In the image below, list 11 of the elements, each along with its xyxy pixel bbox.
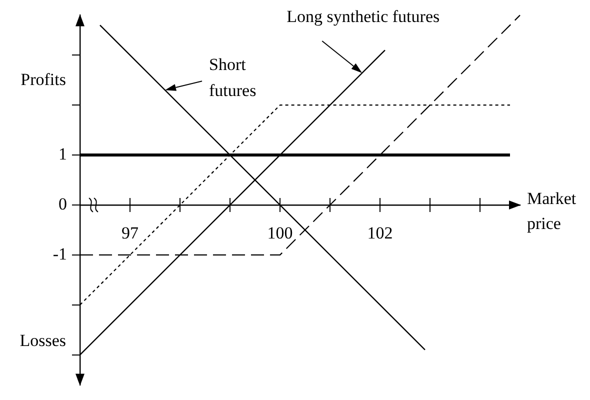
x-tick-label: 100 [267,224,293,243]
text: Losses [20,330,66,352]
y-tick-label: -1 [52,244,67,264]
x-tick-label: 97 [122,224,139,243]
y-tick-label: 1 [58,144,67,164]
x-tick-label: 102 [367,224,393,243]
text: Long synthetic futures [286,6,440,28]
y-tick-label: 0 [58,194,67,214]
legend-label: Short futures [209,54,256,102]
x-axis-title: Market price [527,188,576,236]
text: Profits [20,69,66,92]
